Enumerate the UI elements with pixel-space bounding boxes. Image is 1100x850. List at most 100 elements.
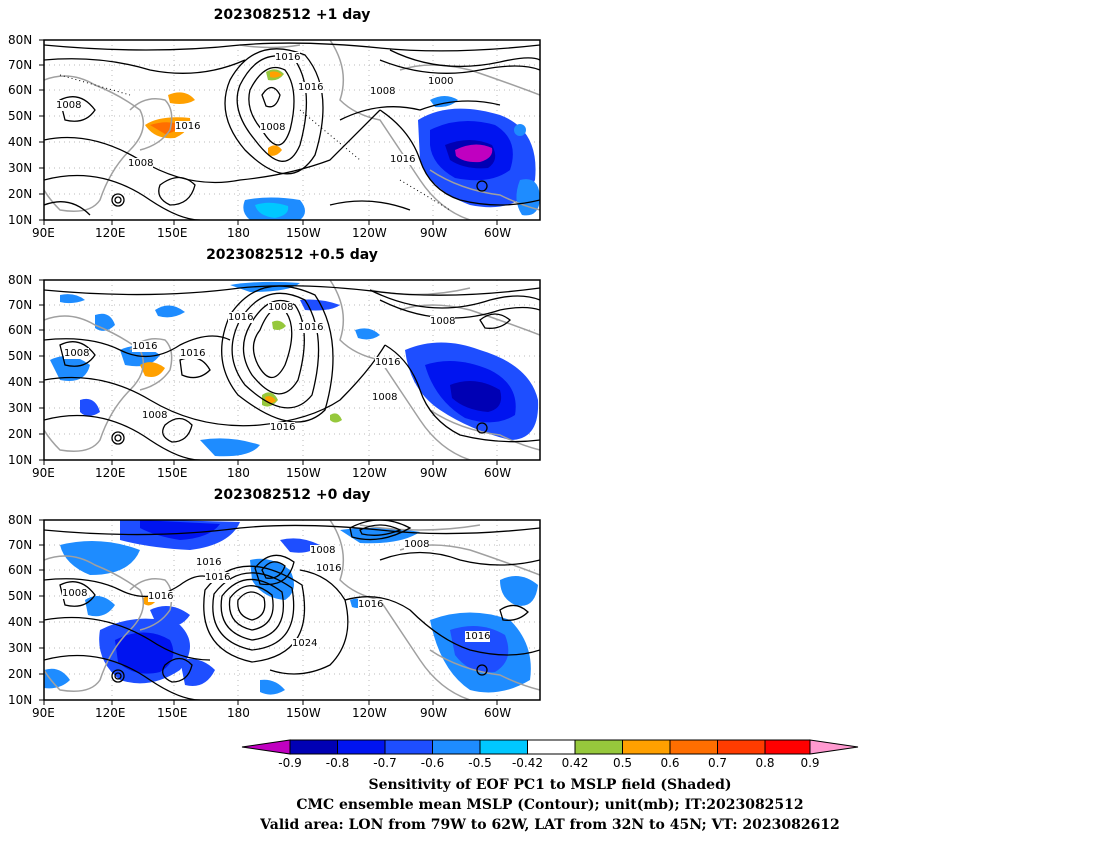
colorbar-label: -0.5 bbox=[468, 756, 492, 770]
colorbar-cell bbox=[289, 739, 338, 755]
lon-label: 150E bbox=[157, 226, 188, 240]
lon-label: 90E bbox=[32, 706, 55, 720]
lon-label: 120W bbox=[352, 706, 387, 720]
colorbar-label: 0.6 bbox=[660, 756, 680, 770]
panel-1-title: 2023082512 +1 day bbox=[213, 7, 371, 23]
contour-label: 1016 bbox=[390, 154, 416, 165]
colorbar-label: 0.9 bbox=[800, 756, 820, 770]
lat-label: 40N bbox=[8, 135, 33, 149]
contour-label: 1016 bbox=[298, 82, 324, 93]
panel-2-title: 2023082512 +0.5 day bbox=[206, 247, 378, 263]
colorbar-label: 0.8 bbox=[755, 756, 775, 770]
lon-label: 180 bbox=[227, 466, 250, 480]
contour-label: 1016 bbox=[148, 591, 174, 602]
lat-label: 70N bbox=[8, 58, 33, 72]
lon-label: 120E bbox=[95, 706, 126, 720]
lat-label: 30N bbox=[8, 401, 33, 415]
contour-label: 1000 bbox=[428, 76, 454, 87]
caption-line-2: CMC ensemble mean MSLP (Contour); unit(m… bbox=[296, 797, 804, 813]
lon-label: 180 bbox=[227, 226, 250, 240]
contour-label: 1016 bbox=[228, 312, 254, 323]
contour-label: 1008 bbox=[64, 348, 90, 359]
lon-label: 150W bbox=[286, 226, 321, 240]
colorbar-label: -0.6 bbox=[420, 756, 445, 770]
contour-label: 1016 bbox=[132, 341, 158, 352]
contour-label: 1008 bbox=[260, 122, 286, 133]
lat-label: 70N bbox=[8, 298, 33, 312]
colorbar-cell bbox=[384, 739, 433, 755]
sensitivity-shading bbox=[44, 520, 538, 695]
colorbar-cell bbox=[717, 739, 766, 755]
contour-label: 1008 bbox=[310, 545, 336, 556]
lat-label: 20N bbox=[8, 427, 33, 441]
contour-label: 1016 bbox=[275, 52, 301, 63]
contour-label: 1016 bbox=[175, 121, 201, 132]
colorbar-cell bbox=[527, 739, 576, 755]
contour-label: 1016 bbox=[270, 422, 296, 433]
lat-label: 60N bbox=[8, 83, 33, 97]
map-panel-3 bbox=[44, 520, 540, 700]
lon-label: 120W bbox=[352, 466, 387, 480]
contour-label: 1008 bbox=[56, 100, 82, 111]
map-panel-1 bbox=[44, 40, 540, 220]
colorbar-cell bbox=[479, 739, 528, 755]
lat-label: 20N bbox=[8, 667, 33, 681]
colorbar-cell bbox=[432, 739, 481, 755]
colorbar-cell bbox=[764, 739, 811, 755]
lon-label: 60W bbox=[484, 226, 512, 240]
lon-label: 150E bbox=[157, 706, 188, 720]
contour-label: 1008 bbox=[128, 158, 154, 169]
lat-label: 30N bbox=[8, 161, 33, 175]
lat-label: 60N bbox=[8, 323, 33, 337]
lon-label: 90E bbox=[32, 466, 55, 480]
lat-label: 50N bbox=[8, 109, 33, 123]
caption-line-1: Sensitivity of EOF PC1 to MSLP field (Sh… bbox=[368, 777, 732, 793]
lon-label: 120E bbox=[95, 466, 126, 480]
colorbar bbox=[241, 739, 859, 755]
lat-label: 40N bbox=[8, 615, 33, 629]
map-panel-2 bbox=[44, 280, 540, 460]
lon-label: 150E bbox=[157, 466, 188, 480]
sensitivity-shading bbox=[50, 281, 539, 457]
colorbar-high-arrow bbox=[809, 739, 859, 755]
lon-label: 90W bbox=[420, 466, 448, 480]
contour-label: 1016 bbox=[196, 557, 222, 568]
lon-label: 120E bbox=[95, 226, 126, 240]
contour-label: 1016 bbox=[180, 348, 206, 359]
lon-label: 90W bbox=[420, 226, 448, 240]
lon-label: 60W bbox=[484, 706, 512, 720]
contour-label: 1016 bbox=[298, 322, 324, 333]
panel-3-title: 2023082512 +0 day bbox=[213, 487, 371, 503]
lat-label: 40N bbox=[8, 375, 33, 389]
contour-label: 1016 bbox=[375, 357, 401, 368]
colorbar-label: -0.9 bbox=[278, 756, 302, 770]
caption-line-3: Valid area: LON from 79W to 62W, LAT fro… bbox=[260, 817, 840, 833]
contour-label: 1016 bbox=[358, 599, 384, 610]
colorbar-label: -0.42 bbox=[511, 756, 544, 770]
contour-label: 1016 bbox=[205, 572, 231, 583]
lat-label: 10N bbox=[8, 453, 33, 467]
lat-label: 70N bbox=[8, 538, 33, 552]
lat-label: 80N bbox=[8, 33, 33, 47]
contour-label: 1008 bbox=[62, 588, 88, 599]
lon-label: 150W bbox=[286, 706, 321, 720]
lat-label: 30N bbox=[8, 641, 33, 655]
colorbar-label: -0.8 bbox=[325, 756, 350, 770]
colorbar-label: 0.42 bbox=[561, 756, 589, 770]
lat-label: 10N bbox=[8, 213, 33, 227]
colorbar-cell bbox=[337, 739, 386, 755]
lat-label: 50N bbox=[8, 349, 33, 363]
lon-label: 90E bbox=[32, 226, 55, 240]
lon-label: 90W bbox=[420, 706, 448, 720]
lon-label: 60W bbox=[484, 466, 512, 480]
contour-label: 1016 bbox=[316, 563, 342, 574]
contour-label: 1008 bbox=[404, 539, 430, 550]
colorbar-cell bbox=[574, 739, 623, 755]
lat-label: 10N bbox=[8, 693, 33, 707]
colorbar-label: 0.5 bbox=[612, 756, 633, 770]
contour-label: 1008 bbox=[268, 302, 294, 313]
contour-label: 1008 bbox=[430, 316, 456, 327]
lat-label: 20N bbox=[8, 187, 33, 201]
colorbar-cell bbox=[669, 739, 718, 755]
lat-label: 80N bbox=[8, 273, 33, 287]
